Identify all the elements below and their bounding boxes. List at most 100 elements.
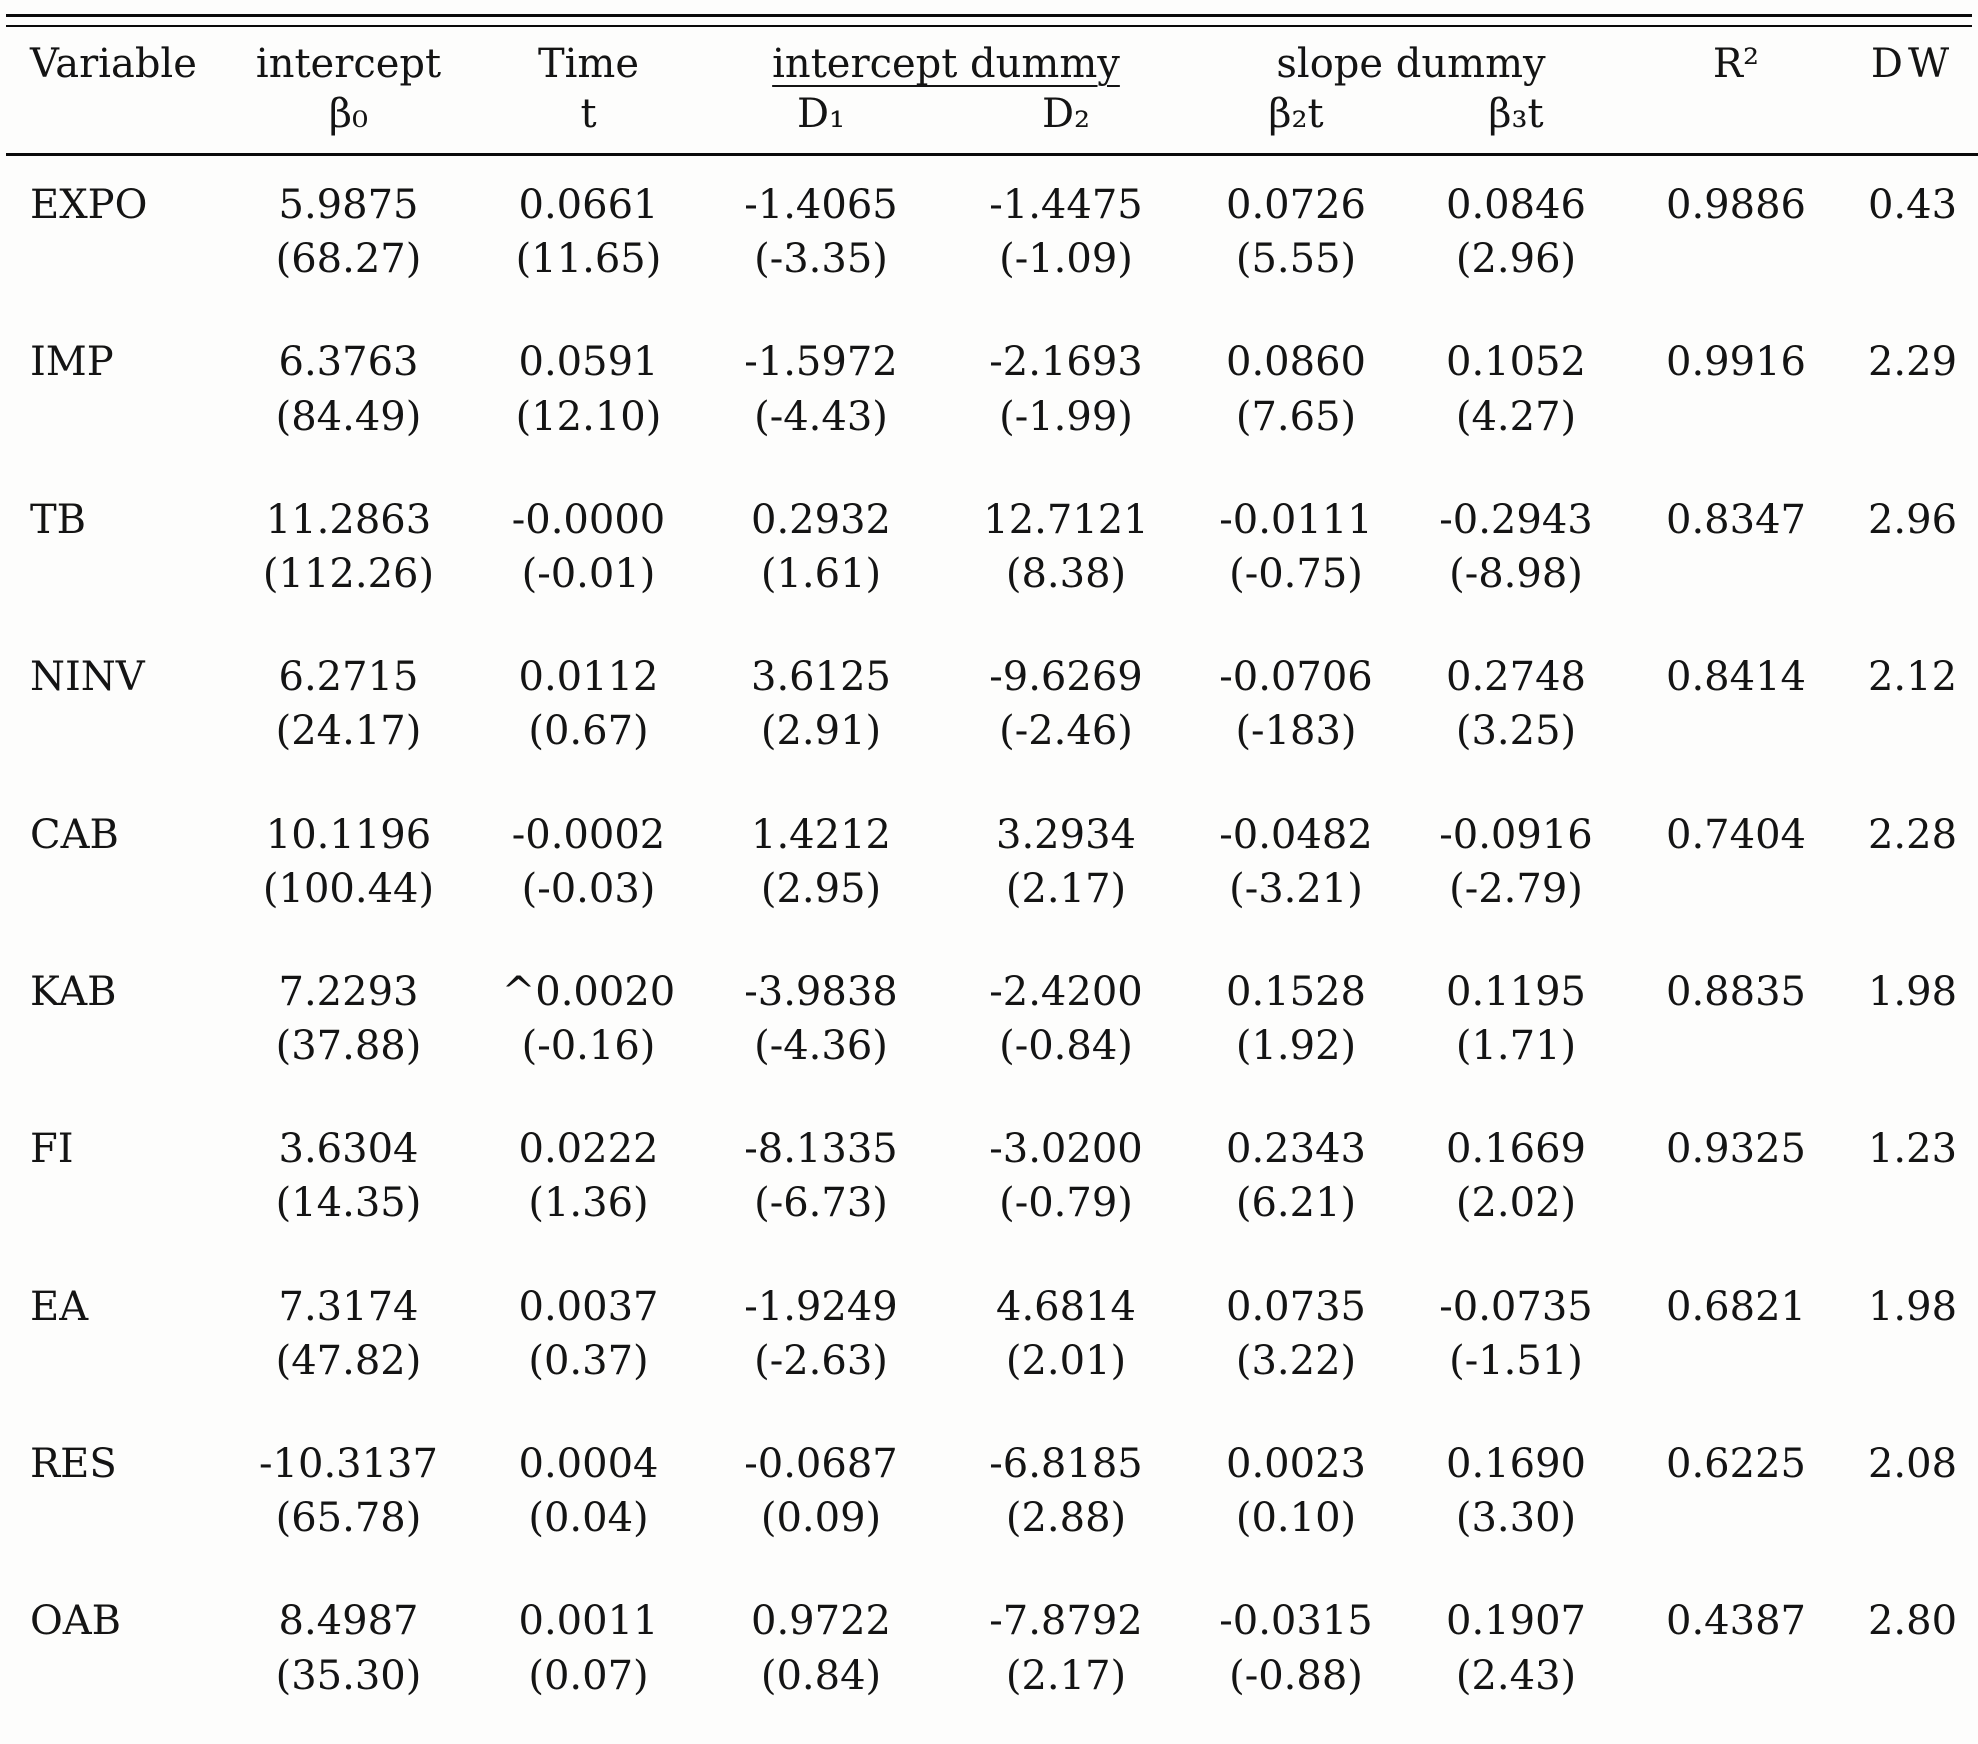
coefficient-value: ^0.0020 xyxy=(501,968,676,1015)
coefficient-value: -0.2943 xyxy=(1439,496,1593,543)
coefficient-value: -9.6269 xyxy=(989,654,1143,701)
t-statistic: (2.02) xyxy=(1455,1180,1577,1227)
coefficient-cell: 0.1690 (3.30) xyxy=(1401,1415,1631,1572)
coefficient-value: 7.2293 xyxy=(278,968,419,1015)
table-row: NINV 6.2715 (24.17) 0.0112 (0.67) 3.6125 (2.91… xyxy=(6,628,1978,785)
header-d1: D₁ xyxy=(796,91,846,137)
coefficient-cell: -1.4065 (-3.35) xyxy=(701,153,941,314)
coefficient-value: 0.0591 xyxy=(518,339,659,386)
coefficient-value: -2.1693 xyxy=(989,339,1143,386)
t-statistic: (24.17) xyxy=(275,708,422,755)
coefficient-value: 12.7121 xyxy=(983,496,1149,543)
coefficient-value: -10.3137 xyxy=(259,1441,438,1487)
coefficient-cell: -10.3137 (65.78) xyxy=(221,1415,476,1572)
coefficient-value: -0.0315 xyxy=(1219,1598,1373,1645)
coefficient-cell: -3.0200 (-0.79) xyxy=(941,1100,1191,1257)
coefficient-value: -2.4200 xyxy=(989,968,1143,1015)
coefficient-value: -0.0916 xyxy=(1439,811,1593,858)
t-statistic: (1.71) xyxy=(1455,1023,1577,1070)
t-statistic: (-0.79) xyxy=(999,1180,1133,1227)
t-statistic: (2.91) xyxy=(760,708,882,755)
t-statistic: (-2.63) xyxy=(754,1337,888,1384)
t-statistic: (0.67) xyxy=(528,708,649,755)
coefficient-cell: 0.0011 (0.07) xyxy=(476,1572,701,1729)
coefficient-value: 0.1195 xyxy=(1446,968,1586,1015)
t-statistic: (-1.99) xyxy=(999,393,1133,440)
coefficient-value: 0.0222 xyxy=(518,1126,659,1173)
coefficient-cell: 0.1528 (1.92) xyxy=(1191,943,1401,1100)
header-slope-dummy: slope dummy xyxy=(1276,41,1546,87)
table-body: EXPO 5.9875 (68.27) 0.0661 (11.65) -1.4065 (-3… xyxy=(6,153,1978,1730)
t-statistic: (-0.01) xyxy=(521,550,656,597)
coefficient-value: -0.0687 xyxy=(744,1441,898,1487)
coefficient-cell: 0.9722 (0.84) xyxy=(701,1572,941,1729)
table-row: RES -10.3137 (65.78) 0.0004 (0.04) -0.0687 (0.… xyxy=(6,1415,1978,1572)
coefficient-cell: 7.3174 (47.82) xyxy=(221,1258,476,1415)
coefficient-cell: -0.0000 (-0.01) xyxy=(476,471,701,628)
t-statistic: (-3.35) xyxy=(754,236,888,283)
coefficient-cell: 6.3763 (84.49) xyxy=(221,313,476,470)
coefficient-cell: -1.5972 (-4.43) xyxy=(701,313,941,470)
coefficient-cell: 0.1052 (4.27) xyxy=(1401,313,1631,470)
t-statistic: (2.01) xyxy=(1005,1337,1127,1384)
dw-value: 1.98 xyxy=(1867,1283,1958,1330)
coefficient-value: -1.4065 xyxy=(744,182,898,228)
t-statistic: (5.55) xyxy=(1235,236,1357,283)
t-statistic: (2.96) xyxy=(1455,236,1577,283)
r-squared-value: 0.6225 xyxy=(1666,1441,1806,1487)
t-statistic: (0.37) xyxy=(528,1337,649,1384)
coefficient-value: -7.8792 xyxy=(989,1598,1143,1645)
header-beta2t: β₂t xyxy=(1268,91,1324,137)
coefficient-cell: -0.0315 (-0.88) xyxy=(1191,1572,1401,1729)
dw-value: 0.43 xyxy=(1841,153,1978,314)
table-row: EA 7.3174 (47.82) 0.0037 (0.37) -1.9249 (-2.63… xyxy=(6,1258,1978,1415)
t-statistic: (-0.84) xyxy=(999,1023,1133,1070)
table-row: CAB 10.1196 (100.44) -0.0002 (-0.03) 1.4212 (2… xyxy=(6,786,1978,943)
table-row: KAB 7.2293 (37.88) ^0.0020 (-0.16) -3.9838 (-4… xyxy=(6,943,1978,1100)
coefficient-value: 1.4212 xyxy=(751,811,891,858)
r-squared-value: 0.9325 xyxy=(1666,1126,1806,1173)
coefficient-value: 3.2934 xyxy=(996,811,1136,858)
coefficient-value: 0.1669 xyxy=(1446,1126,1586,1173)
coefficient-value: 8.4987 xyxy=(278,1598,419,1645)
t-statistic: (-183) xyxy=(1235,708,1357,755)
t-statistic: (3.30) xyxy=(1455,1495,1577,1542)
header-intercept: intercept xyxy=(255,41,442,87)
t-statistic: (-8.98) xyxy=(1449,550,1583,597)
coefficient-cell: 0.0860 (7.65) xyxy=(1191,313,1401,470)
coefficient-cell: 10.1196 (100.44) xyxy=(221,786,476,943)
r-squared-value: 0.4387 xyxy=(1666,1598,1806,1645)
coefficient-cell: 5.9875 (68.27) xyxy=(221,153,476,314)
coefficient-value: 6.3763 xyxy=(278,339,419,386)
t-statistic: (0.09) xyxy=(760,1495,882,1542)
t-statistic: (7.65) xyxy=(1235,393,1357,440)
table-row: IMP 6.3763 (84.49) 0.0591 (12.10) -1.5972 (-4.… xyxy=(6,313,1978,470)
t-statistic: (-0.75) xyxy=(1229,550,1363,597)
coefficient-value: 6.2715 xyxy=(278,654,419,701)
coefficient-cell: -0.0916 (-2.79) xyxy=(1401,786,1631,943)
t-statistic: (-0.16) xyxy=(521,1023,656,1070)
t-statistic: (6.21) xyxy=(1235,1180,1357,1227)
r-squared-value: 0.8835 xyxy=(1666,968,1806,1015)
t-statistic: (-3.21) xyxy=(1229,865,1363,912)
t-statistic: (2.88) xyxy=(1005,1495,1127,1542)
t-statistic: (-2.46) xyxy=(999,708,1133,755)
t-statistic: (100.44) xyxy=(262,865,435,912)
coefficient-cell: 0.2932 (1.61) xyxy=(701,471,941,628)
coefficient-value: -1.4475 xyxy=(989,182,1143,228)
coefficient-value: -1.9249 xyxy=(744,1283,898,1330)
coefficient-value: 10.1196 xyxy=(265,811,432,858)
t-statistic: (-1.09) xyxy=(999,236,1133,283)
coefficient-cell: 0.0591 (12.10) xyxy=(476,313,701,470)
t-statistic: (0.07) xyxy=(528,1652,649,1699)
t-statistic: (12.10) xyxy=(515,393,662,440)
t-statistic: (1.92) xyxy=(1235,1023,1357,1070)
coefficient-value: -1.5972 xyxy=(744,339,898,386)
t-statistic: (2.17) xyxy=(1005,865,1127,912)
coefficient-cell: -1.9249 (-2.63) xyxy=(701,1258,941,1415)
t-statistic: (0.84) xyxy=(760,1652,882,1699)
coefficient-cell: -1.4475 (-1.09) xyxy=(941,153,1191,314)
coefficient-cell: 0.0004 (0.04) xyxy=(476,1415,701,1572)
row-variable-label: CAB xyxy=(30,811,119,858)
coefficient-cell: 3.6304 (14.35) xyxy=(221,1100,476,1257)
